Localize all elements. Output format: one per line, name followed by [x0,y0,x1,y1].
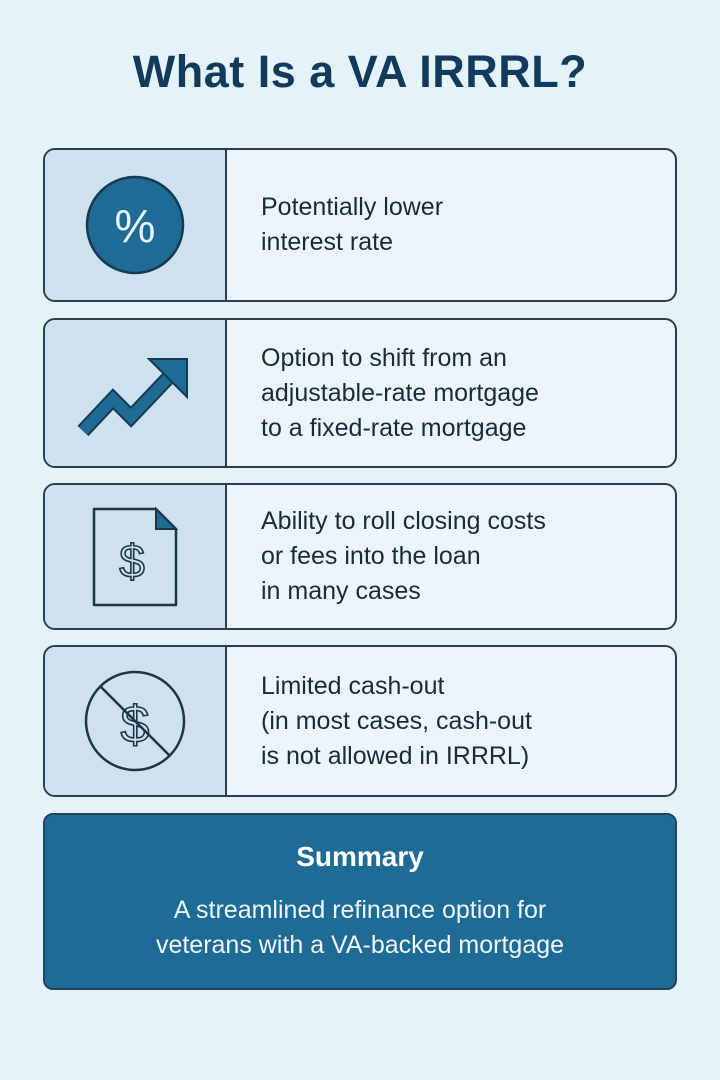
feature-text-line: is not allowed in IRRRL) [261,741,530,770]
percent-icon: % [85,175,185,275]
summary-box: Summary A streamlined refinance option f… [43,813,677,990]
feature-card-lower-rate: % Potentially lower interest rate [43,148,677,302]
summary-heading: Summary [296,841,424,872]
feature-text-line: (in most cases, cash-out [261,706,532,735]
feature-text-line: in many cases [261,577,421,605]
summary-text-line: veterans with a VA-backed mortgage [155,931,565,959]
feature-card-roll-costs: $ Ability to roll closing costs or fees … [43,483,677,630]
feature-text-line: interest rate [261,228,394,256]
dollar-document-icon: $ [92,506,179,606]
feature-text-line: Limited cash-out [261,671,445,700]
feature-text-line: to a fixed-rate mortgage [261,413,527,442]
feature-text-line: adjustable-rate mortgage [261,378,539,407]
feature-card-limited-cash-out: $ Limited cash-out (in most cases, cash-… [43,645,677,797]
svg-text:$: $ [121,696,150,754]
feature-text-line: Option to shift from an [261,343,507,372]
feature-text-line: Potentially lower [261,193,444,221]
feature-text-line: Ability to roll closing costs [261,507,546,535]
no-dollar-icon: $ [84,670,186,772]
feature-text-line: or fees into the loan [261,542,481,570]
svg-text:%: % [115,200,156,252]
page-title: What Is a VA IRRRL? [132,46,588,97]
trend-up-arrow-icon [77,358,188,437]
svg-text:$: $ [119,535,145,587]
feature-card-arm-to-fixed: Option to shift from an adjustable-rate … [43,318,677,468]
summary-text-line: A streamlined refinance option for [173,896,547,924]
